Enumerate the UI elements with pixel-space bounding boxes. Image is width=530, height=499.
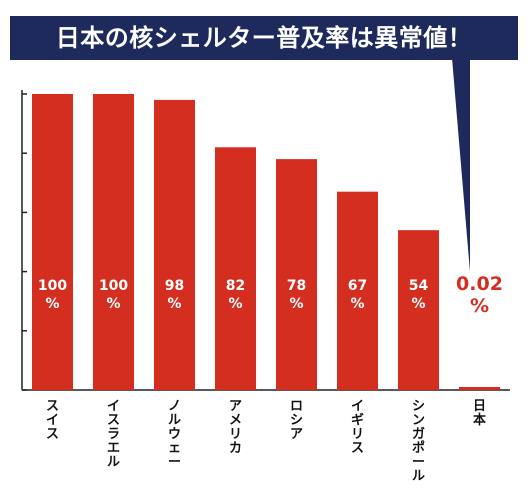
category-labels: スイス イスラエル ノルウェー アメリカ ロシア イギリス シンガポール 日本 <box>46 399 486 484</box>
bar <box>276 159 317 390</box>
category-label: スイス <box>46 399 59 442</box>
bar-value-label: 0.02% <box>456 273 503 317</box>
category-label: 日本 <box>473 399 486 428</box>
category-label: イスラエル <box>107 399 120 470</box>
bar <box>154 99 195 391</box>
bar-value-label: 54% <box>409 278 429 312</box>
bar-value-label: 78% <box>287 278 306 312</box>
bar <box>93 94 134 390</box>
bar-value-label: 100% <box>99 278 128 312</box>
category-label: ノルウェー <box>168 399 181 470</box>
chart-title: 日本の核シェルター普及率は異常値！ <box>55 24 473 52</box>
bar <box>337 191 378 390</box>
category-label: イギリス <box>351 399 364 456</box>
category-label: ロシア <box>290 399 303 442</box>
bar-value-label: 82% <box>226 278 245 312</box>
bar <box>459 387 500 390</box>
bar-series <box>32 94 500 391</box>
bar-value-label: 67% <box>348 278 367 312</box>
title-banner: 日本の核シェルター普及率は異常値！ <box>10 16 518 60</box>
bar <box>215 147 256 390</box>
category-label: アメリカ <box>229 399 242 456</box>
bar-value-label: 100% <box>38 278 67 312</box>
bar <box>32 94 73 390</box>
value-labels: 100 % 100 % 98 % 82 % 78 % 67 % 54 % 0.02% <box>38 273 503 317</box>
callout-pointer <box>452 58 470 272</box>
category-label: シンガポール <box>412 399 425 484</box>
bar <box>398 230 439 390</box>
bar-value-label: 98% <box>165 278 184 312</box>
